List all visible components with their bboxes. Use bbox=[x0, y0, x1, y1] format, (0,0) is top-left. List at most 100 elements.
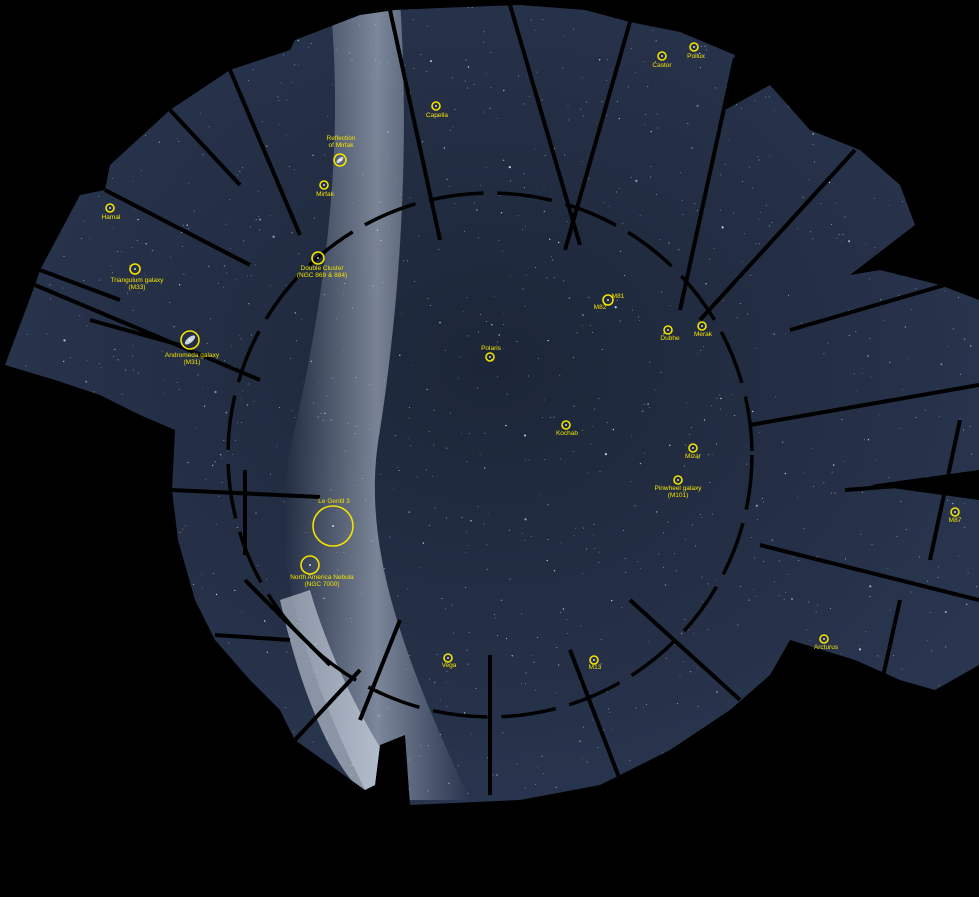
star bbox=[599, 471, 601, 473]
star bbox=[463, 712, 466, 714]
star bbox=[275, 735, 277, 737]
star bbox=[810, 796, 812, 798]
star bbox=[946, 251, 948, 253]
star bbox=[630, 435, 632, 437]
star bbox=[86, 325, 88, 327]
tile-seam bbox=[678, 57, 737, 311]
star bbox=[299, 32, 301, 34]
star bbox=[107, 118, 110, 120]
target-star bbox=[692, 447, 694, 449]
target-label: M81 bbox=[612, 293, 625, 300]
star bbox=[662, 766, 664, 768]
star bbox=[927, 640, 929, 641]
star bbox=[912, 256, 914, 258]
star bbox=[869, 596, 871, 598]
target-star bbox=[593, 659, 595, 661]
star bbox=[136, 767, 138, 769]
star bbox=[668, 242, 670, 244]
star bbox=[158, 141, 161, 143]
star bbox=[73, 660, 75, 662]
star bbox=[86, 161, 89, 163]
star bbox=[524, 518, 527, 521]
star bbox=[887, 567, 889, 569]
star bbox=[674, 552, 675, 554]
star bbox=[860, 533, 862, 535]
star bbox=[240, 397, 242, 399]
star bbox=[0, 254, 1, 255]
star bbox=[434, 681, 436, 684]
star bbox=[689, 671, 692, 673]
tile-seam bbox=[168, 108, 242, 187]
star bbox=[157, 8, 159, 11]
star bbox=[445, 681, 447, 683]
star bbox=[874, 247, 876, 248]
target-dubhe: Dubhe bbox=[660, 325, 680, 342]
target-marker-circle bbox=[319, 180, 329, 190]
star bbox=[701, 576, 703, 578]
star bbox=[768, 225, 770, 227]
star bbox=[542, 19, 544, 20]
star bbox=[812, 144, 814, 145]
target-marker-circle bbox=[561, 420, 571, 430]
star bbox=[656, 193, 657, 195]
star bbox=[451, 604, 453, 606]
star bbox=[592, 331, 594, 333]
star bbox=[562, 608, 565, 610]
star bbox=[169, 679, 171, 680]
star bbox=[257, 564, 259, 566]
star bbox=[924, 81, 927, 83]
star bbox=[188, 182, 190, 184]
star bbox=[639, 766, 641, 769]
target-label: Castor bbox=[652, 62, 672, 69]
star bbox=[541, 755, 543, 757]
star bbox=[5, 467, 6, 469]
star bbox=[541, 99, 543, 101]
star bbox=[131, 247, 133, 249]
star bbox=[161, 43, 163, 45]
star bbox=[573, 405, 575, 407]
star bbox=[178, 36, 180, 38]
target-andromeda-galaxy: Andromeda galaxy (M31) bbox=[165, 330, 220, 366]
star bbox=[560, 611, 562, 614]
target-label-line: Vega bbox=[442, 662, 457, 669]
star bbox=[99, 363, 101, 365]
target-marker-circle bbox=[300, 555, 320, 575]
star bbox=[123, 589, 126, 591]
star bbox=[604, 453, 608, 456]
star bbox=[970, 757, 972, 759]
target-marker-circle bbox=[105, 203, 115, 213]
star bbox=[166, 797, 168, 799]
star bbox=[575, 527, 577, 529]
target-label-line: M81 bbox=[612, 293, 625, 300]
star bbox=[929, 612, 931, 613]
star bbox=[221, 482, 223, 483]
star bbox=[528, 375, 530, 377]
star bbox=[409, 445, 411, 447]
target-star bbox=[189, 339, 191, 341]
star bbox=[593, 523, 595, 525]
star bbox=[609, 711, 611, 713]
star bbox=[147, 26, 149, 28]
star bbox=[806, 797, 808, 798]
star bbox=[440, 699, 441, 701]
target-label: Reflection of Mirfak bbox=[327, 135, 356, 149]
star bbox=[563, 35, 565, 37]
star bbox=[506, 638, 507, 639]
star bbox=[631, 309, 633, 311]
star bbox=[776, 36, 778, 38]
star bbox=[537, 766, 539, 768]
star bbox=[716, 691, 718, 693]
star bbox=[458, 377, 459, 379]
target-label-line: Mirfak bbox=[316, 191, 334, 198]
star bbox=[24, 798, 26, 800]
star bbox=[948, 691, 950, 693]
star bbox=[598, 562, 600, 564]
star bbox=[129, 264, 131, 266]
star bbox=[593, 534, 595, 536]
star bbox=[114, 348, 116, 351]
star bbox=[466, 649, 468, 651]
star bbox=[902, 389, 904, 391]
star bbox=[95, 468, 97, 470]
target-m87: M87 bbox=[949, 507, 962, 524]
star bbox=[766, 710, 768, 712]
